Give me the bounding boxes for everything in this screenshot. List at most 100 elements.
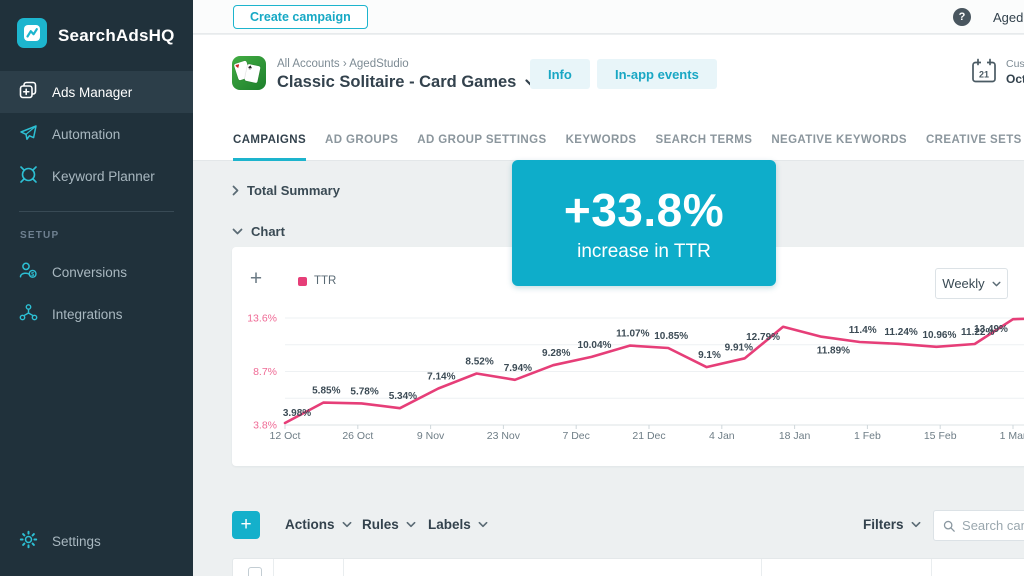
app-selector[interactable]: Classic Solitaire - Card Games — [277, 73, 537, 92]
chevron-down-icon — [232, 228, 243, 235]
column-divider — [273, 559, 274, 576]
tab-ad-groups[interactable]: AD GROUPS — [325, 134, 399, 146]
select-all-checkbox[interactable] — [248, 567, 262, 576]
breadcrumb[interactable]: All Accounts › AgedStudio — [277, 58, 409, 70]
filters-dropdown[interactable]: Filters — [863, 517, 921, 532]
gear-icon — [19, 530, 38, 552]
rules-dropdown[interactable]: Rules — [362, 517, 416, 532]
sidebar-item-label: Keyword Planner — [52, 168, 155, 184]
svg-text:26 Oct: 26 Oct — [342, 430, 373, 442]
campaigns-table-header — [232, 558, 1024, 576]
svg-text:1 Mar: 1 Mar — [1000, 430, 1024, 442]
svg-text:11.22%: 11.22% — [961, 327, 994, 338]
svg-text:13.49%: 13.49% — [974, 324, 1008, 335]
sidebar-item-ads-manager[interactable]: Ads Manager — [0, 71, 193, 113]
brand-logo[interactable]: SearchAdsHQ — [0, 0, 193, 71]
inapp-events-button[interactable]: In-app events — [597, 59, 717, 89]
actions-dropdown[interactable]: Actions — [285, 517, 352, 532]
sidebar-item-keyword-planner[interactable]: Keyword Planner — [0, 155, 193, 197]
column-divider — [931, 559, 932, 576]
tab-bar: CAMPAIGNS AD GROUPS AD GROUP SETTINGS KE… — [193, 120, 1024, 161]
total-summary-toggle[interactable]: Total Summary — [232, 183, 340, 198]
rules-label: Rules — [362, 517, 399, 532]
add-metric-button[interactable]: + — [249, 267, 263, 290]
svg-text:$: $ — [31, 272, 34, 278]
total-summary-label: Total Summary — [247, 183, 340, 198]
chevron-down-icon — [478, 521, 488, 528]
svg-text:1 Feb: 1 Feb — [854, 430, 881, 442]
svg-text:9.91%: 9.91% — [725, 342, 753, 353]
tab-keywords[interactable]: KEYWORDS — [565, 134, 637, 146]
svg-text:21 Dec: 21 Dec — [632, 430, 665, 442]
paper-plane-icon — [19, 123, 38, 145]
chart-legend-ttr[interactable]: TTR — [298, 275, 336, 287]
person-dollar-icon: $ — [19, 261, 38, 283]
tab-creative-sets[interactable]: CREATIVE SETS — [925, 134, 1022, 146]
top-bar: Create campaign ? Aged — [193, 0, 1024, 34]
svg-text:3.8%: 3.8% — [253, 420, 277, 432]
sidebar-item-label: Conversions — [52, 264, 128, 280]
column-divider — [343, 559, 344, 576]
tab-ad-group-settings[interactable]: AD GROUP SETTINGS — [417, 134, 547, 146]
date-range-caption: Cus — [1006, 58, 1024, 70]
svg-text:7.94%: 7.94% — [504, 363, 532, 374]
add-campaign-button[interactable]: + — [232, 511, 260, 539]
brand-name: SearchAdsHQ — [58, 25, 175, 45]
chart-toggle[interactable]: Chart — [232, 224, 285, 239]
sidebar-item-label: Ads Manager — [52, 84, 133, 100]
svg-text:5.85%: 5.85% — [312, 386, 340, 397]
svg-text:18 Jan: 18 Jan — [779, 430, 811, 442]
svg-text:5.78%: 5.78% — [350, 386, 378, 397]
svg-text:21: 21 — [979, 70, 989, 80]
help-icon[interactable]: ? — [953, 8, 971, 26]
info-button[interactable]: Info — [530, 59, 590, 89]
granularity-value: Weekly — [942, 276, 985, 291]
date-range-picker[interactable]: 21 Cus Oct — [971, 58, 1024, 89]
svg-text:13.6%: 13.6% — [247, 313, 277, 325]
svg-text:9.28%: 9.28% — [542, 348, 570, 359]
granularity-dropdown[interactable]: Weekly — [935, 268, 1008, 299]
search-input[interactable] — [962, 518, 1024, 533]
labels-dropdown[interactable]: Labels — [428, 517, 488, 532]
filters-label: Filters — [863, 517, 904, 532]
date-range-value: Oct — [1006, 72, 1024, 86]
ttr-line-chart: 3.8% 8.7% 13.6% 12 Oct 26 Oct 9 Nov 23 Nov 7 De… — [247, 313, 1024, 442]
sidebar-item-label: Settings — [52, 533, 101, 549]
svg-text:11.24%: 11.24% — [884, 327, 917, 338]
svg-text:11.89%: 11.89% — [817, 346, 850, 357]
tab-search-terms[interactable]: SEARCH TERMS — [655, 134, 753, 146]
sidebar-item-label: Integrations — [52, 306, 123, 322]
setup-section-label: SETUP — [20, 230, 60, 241]
app-header: ♥ ♠ All Accounts › AgedStudio Classic So… — [193, 35, 1024, 120]
page-title: Classic Solitaire - Card Games — [277, 73, 517, 91]
svg-text:7.14%: 7.14% — [427, 372, 455, 383]
svg-text:10.85%: 10.85% — [654, 331, 688, 342]
chevron-down-icon — [406, 521, 416, 528]
chevron-down-icon — [992, 281, 1001, 286]
legend-swatch — [298, 276, 307, 286]
network-icon — [19, 303, 38, 325]
svg-text:8.52%: 8.52% — [465, 357, 493, 368]
chevron-down-icon — [342, 521, 351, 528]
svg-text:11.4%: 11.4% — [849, 325, 877, 336]
sidebar-item-conversions[interactable]: $ Conversions — [0, 251, 193, 293]
sidebar-divider — [19, 211, 174, 212]
tab-campaigns[interactable]: CAMPAIGNS — [233, 120, 307, 161]
create-campaign-button[interactable]: Create campaign — [233, 5, 368, 29]
sidebar-item-automation[interactable]: Automation — [0, 113, 193, 155]
crosshair-icon — [19, 165, 38, 187]
sidebar-item-settings[interactable]: Settings — [0, 520, 193, 562]
searchadshq-logo-icon — [17, 18, 47, 53]
svg-text:7 Dec: 7 Dec — [562, 430, 589, 442]
ttr-increase-callout: +33.8% increase in TTR — [512, 160, 776, 286]
labels-label: Labels — [428, 517, 471, 532]
tab-negative-keywords[interactable]: NEGATIVE KEYWORDS — [771, 134, 907, 146]
account-menu[interactable]: Aged — [993, 10, 1024, 25]
ads-manager-icon — [19, 81, 38, 103]
svg-text:12 Oct: 12 Oct — [270, 430, 301, 442]
callout-label: increase in TTR — [577, 241, 711, 262]
svg-text:10.96%: 10.96% — [922, 330, 956, 341]
sidebar-item-integrations[interactable]: Integrations — [0, 293, 193, 335]
svg-text:23 Nov: 23 Nov — [487, 430, 521, 442]
